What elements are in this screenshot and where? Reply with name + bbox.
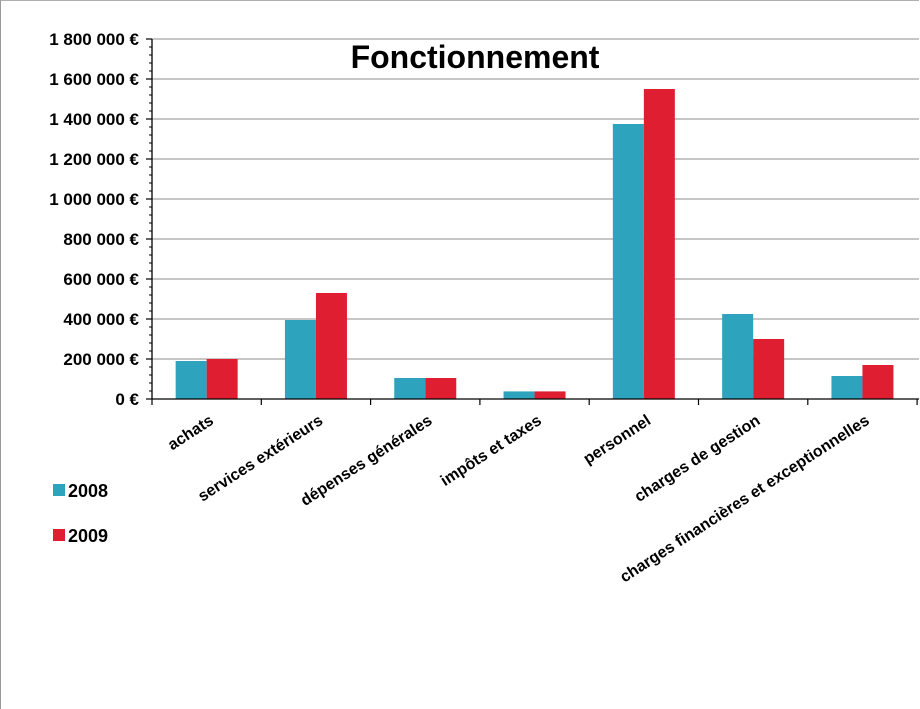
bar-2009-1 — [315, 293, 347, 399]
bar-2008-5 — [722, 314, 754, 399]
y-tick-label: 1 400 000 € — [49, 110, 139, 129]
bars — [175, 89, 894, 399]
chart-title: Fonctionnement — [351, 39, 600, 75]
legend-swatch — [53, 529, 65, 541]
legend: 2008 2009 — [53, 481, 108, 546]
bar-2009-6 — [862, 365, 894, 399]
category-label: personnel — [581, 412, 654, 468]
bar-2008-4 — [612, 124, 644, 399]
y-tick-label: 600 000 € — [63, 270, 139, 289]
bar-2008-0 — [175, 361, 207, 399]
bar-2009-5 — [753, 339, 785, 399]
legend-label: 2009 — [68, 526, 108, 546]
bar-2009-3 — [534, 391, 566, 399]
bar-2009-4 — [643, 89, 675, 399]
category-label: impôts et taxes — [438, 412, 545, 490]
bar-2008-1 — [284, 320, 316, 399]
y-tick-label: 1 600 000 € — [49, 70, 139, 89]
y-tick-label: 1 200 000 € — [49, 150, 139, 169]
bar-2009-0 — [206, 359, 238, 399]
bar-2008-3 — [503, 391, 535, 399]
category-label: achats — [165, 412, 217, 454]
y-tick-label: 0 € — [115, 390, 139, 409]
gridlines — [152, 38, 919, 360]
bar-2008-2 — [394, 378, 426, 399]
y-tick-label: 800 000 € — [63, 230, 139, 249]
legend-swatch — [53, 484, 65, 496]
bar-2008-6 — [831, 376, 863, 399]
y-tick-labels: 0 € 200 000 € 400 000 € 600 000 € 800 000 € 1… — [49, 30, 139, 409]
axes — [146, 38, 919, 405]
legend-label: 2008 — [68, 481, 108, 501]
y-tick-label: 200 000 € — [63, 350, 139, 369]
y-tick-label: 1 000 000 € — [49, 190, 139, 209]
y-tick-label: 1 800 000 € — [49, 30, 139, 49]
y-tick-label: 400 000 € — [63, 310, 139, 329]
bar-2009-2 — [425, 378, 457, 399]
